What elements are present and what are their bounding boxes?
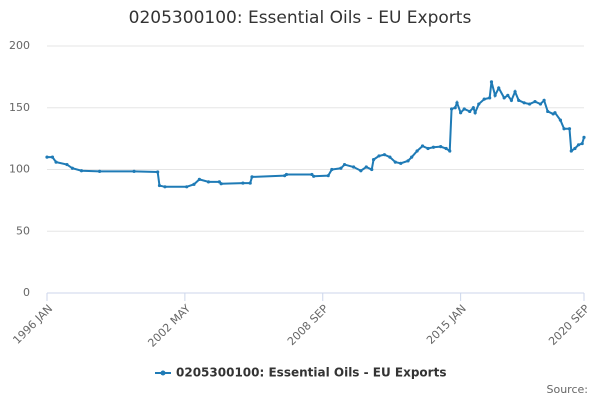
point [377,154,381,158]
point [45,155,49,159]
point [132,169,136,173]
point [388,155,392,159]
source: Source: [547,383,589,396]
point [569,149,573,153]
point [312,174,316,178]
point [473,111,477,115]
point [453,106,457,110]
point [527,102,532,106]
y-tick-label: 100 [9,163,30,176]
point [444,146,448,151]
point [546,109,550,114]
point [448,149,452,153]
point [410,155,414,159]
point [455,101,459,105]
point [393,160,397,164]
point [50,155,55,159]
point [342,162,347,167]
point [562,127,566,131]
point [538,102,543,106]
point [582,135,586,139]
y-tick-label: 150 [9,101,30,114]
point [509,98,514,102]
point [533,99,537,104]
point [70,166,74,170]
point [371,158,376,162]
point [489,80,494,84]
point [370,167,374,172]
legend-label: 0205300100: Essential Oils - EU Exports [176,366,446,380]
x-tick-label: 2020 SEP [546,302,592,348]
point [576,143,581,147]
y-tick-label: 50 [16,224,30,237]
x-tick-label: 2008 SEP [285,302,331,348]
point [98,169,102,173]
point [459,111,463,115]
point [248,181,252,185]
point [426,146,430,151]
point [493,93,497,97]
legend-marker [160,370,166,376]
x-tick-label: 2015 JAN [424,302,469,347]
point [157,183,162,188]
point [553,111,557,115]
point [415,149,419,153]
point [517,98,521,102]
point [406,159,410,163]
series-line [47,81,585,188]
point [502,96,506,100]
point [382,153,387,157]
point [219,182,223,186]
point [580,141,584,146]
x-tick-label: 1996 JAN [10,302,55,347]
point [488,96,492,100]
y-tick-label: 0 [23,286,30,299]
point [477,102,481,106]
point [522,101,526,105]
point [462,107,466,111]
point [65,162,69,167]
point [326,174,330,178]
point [431,145,436,149]
point [339,166,343,170]
point [359,169,363,173]
point [399,161,403,165]
point [439,145,443,149]
point [468,109,472,114]
point [558,118,563,122]
point [573,146,577,151]
point [420,144,425,148]
point [192,182,196,186]
point [54,160,58,164]
point [497,86,501,90]
point [351,165,356,169]
point [364,165,368,169]
x-tick-label: 2002 MAY [145,302,193,350]
point [567,127,572,131]
point [185,185,189,189]
point [513,90,517,94]
y-tick-label: 200 [9,39,30,52]
point [449,107,454,111]
chart-title: 0205300100: Essential Oils - EU Exports [129,8,472,28]
point [241,181,245,185]
point [471,106,475,110]
point [156,170,160,174]
point [482,97,486,101]
point [250,175,254,179]
point [506,93,510,97]
point [542,98,546,102]
point [206,180,211,184]
point [284,172,289,177]
point [197,177,201,181]
point [330,167,334,172]
point [163,185,167,189]
point [79,169,84,173]
